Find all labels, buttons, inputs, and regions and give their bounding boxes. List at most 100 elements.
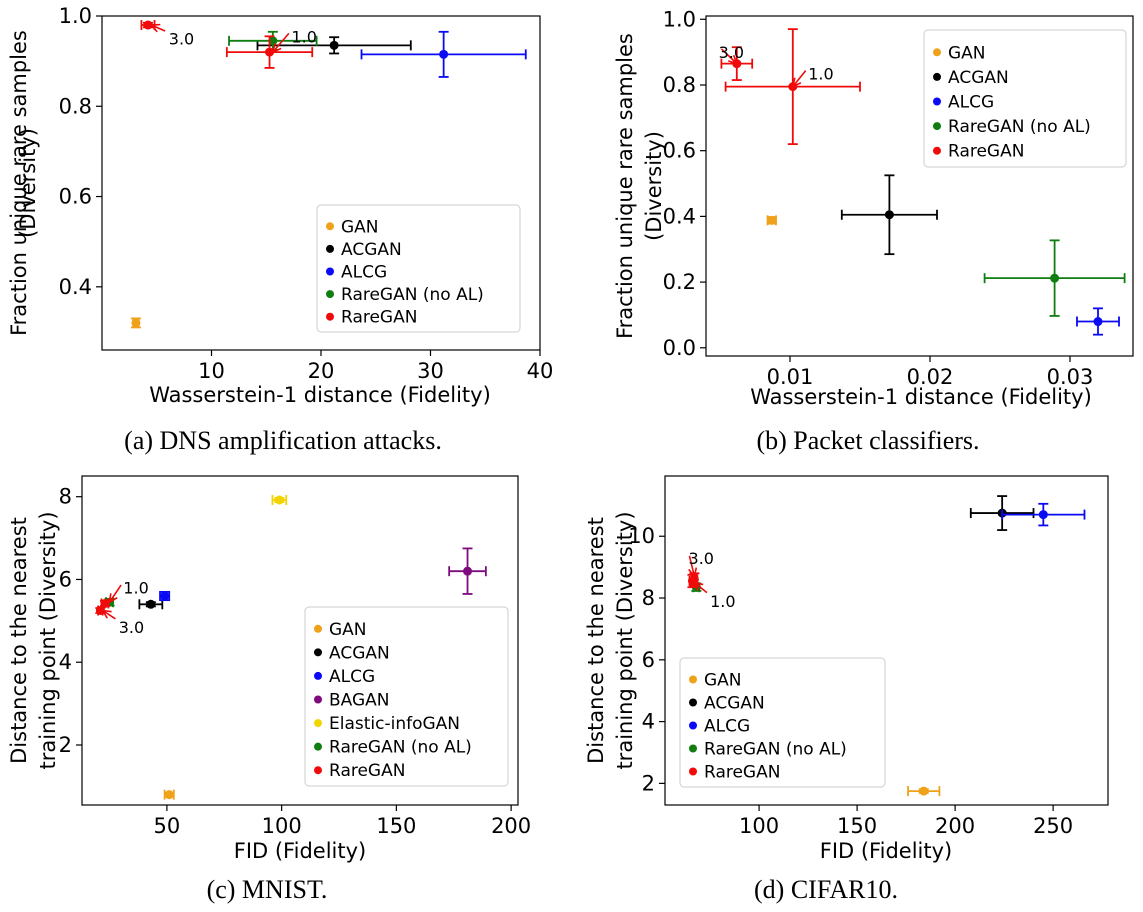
legend-entry: GAN (948, 43, 986, 63)
legend-marker (326, 312, 334, 321)
annotation: 1.0 (791, 64, 834, 89)
annotation-label: 1.0 (808, 64, 833, 83)
panel-a: 10 20 30 40 0.4 0.6 0.8 1.0 Wasserstein-1 distan… (7, 4, 553, 455)
legend-marker (933, 97, 941, 106)
marker (463, 566, 473, 576)
annotation-arrow (108, 584, 122, 603)
x-axis-label: FID (Fidelity) (234, 839, 366, 863)
panel-caption: (d) CIFAR10. (754, 875, 898, 904)
x-tick-label: 50 (154, 814, 181, 838)
axes-frame (705, 15, 1134, 357)
legend-marker (933, 48, 941, 57)
annotation: 3.0 (719, 43, 744, 65)
marker (131, 318, 141, 328)
legend: GAN ACGAN ALCG RareGAN (no AL) RareGAN (679, 657, 886, 788)
legend-entry: BAGAN (329, 691, 390, 711)
legend-marker (314, 624, 322, 633)
annotation-arrow (688, 555, 696, 577)
data-point (130, 317, 141, 329)
y-tick-label: 0.6 (59, 185, 92, 209)
x-tick-label: 150 (837, 814, 877, 838)
marker (146, 599, 156, 609)
data-point (1001, 502, 1086, 527)
legend-entry: RareGAN (704, 763, 780, 783)
x-axis-label: FID (Fidelity) (820, 839, 952, 863)
axes-frame (81, 475, 519, 806)
legend-marker (326, 222, 334, 231)
data-point (225, 35, 314, 69)
legend-marker (326, 290, 334, 299)
x-axis-label: Wasserstein-1 distance (Fidelity) (750, 385, 1092, 409)
marker (884, 210, 894, 220)
y-tick-label: 0.0 (663, 336, 696, 360)
annotation: 3.0 (101, 609, 144, 637)
marker (919, 786, 929, 796)
legend: GAN ACGAN ALCG BAGAN Elastic-infoGAN RareGAN … (304, 606, 509, 787)
panel-caption: (b) Packet classifiers. (756, 426, 979, 455)
annotation-arrow (150, 24, 166, 32)
y-tick-label: 4 (642, 710, 655, 734)
legend-marker (314, 719, 322, 728)
legend-entry: GAN (704, 671, 742, 691)
legend-entry: RareGAN (341, 308, 417, 328)
legend-marker (689, 744, 697, 753)
marker (95, 605, 105, 615)
x-tick-label: 100 (262, 814, 302, 838)
data-point (360, 30, 527, 78)
y-axis-label: (Diversity) (642, 131, 666, 241)
panel-b: 0.01 0.02 0.03 0.0 0.2 0.4 0.6 0.8 1.0 Wasserstei… (613, 7, 1134, 455)
legend-entry: RareGAN (no AL) (341, 285, 484, 305)
y-axis-label: Distance to the nearest (584, 517, 608, 764)
data-point (766, 215, 777, 226)
legend-marker (933, 72, 941, 81)
y-tick-label: 0.6 (663, 139, 696, 163)
y-tick-label: 10 (628, 524, 655, 548)
annotation-arrow (102, 609, 116, 620)
y-tick-label: 1.0 (663, 7, 696, 31)
legend-entry: GAN (329, 620, 367, 640)
data-point (228, 30, 318, 51)
data-point (271, 495, 288, 506)
legend-marker (314, 742, 322, 751)
data-point (159, 590, 171, 602)
legend-entry: ALCG (329, 667, 375, 687)
annotation-arrowhead (108, 593, 118, 604)
annotation-arrowhead (688, 567, 698, 579)
y-tick-label: 0.4 (663, 204, 696, 228)
panel-caption: (c) MNIST. (207, 875, 328, 904)
marker (268, 36, 278, 46)
y-axis-label: training point (Diversity) (36, 511, 60, 769)
marker (767, 215, 777, 225)
data-point (256, 36, 412, 55)
x-tick-label: 10 (198, 359, 225, 383)
legend-marker (326, 244, 334, 253)
x-tick-label: 200 (935, 814, 975, 838)
annotation-arrowhead (149, 23, 161, 33)
annotation-label: 3.0 (169, 30, 194, 49)
annotation: 3.0 (688, 549, 714, 579)
legend-entry: ACGAN (329, 643, 390, 663)
data-point (983, 239, 1126, 317)
x-tick-label: 100 (739, 814, 779, 838)
x-tick-label: 0.01 (767, 365, 814, 389)
legend-entry: ACGAN (948, 68, 1009, 88)
y-tick-label: 6 (59, 567, 72, 591)
annotation-label: 3.0 (689, 549, 714, 568)
legend-entry: RareGAN (no AL) (948, 117, 1091, 137)
x-tick-label: 0.03 (1047, 365, 1094, 389)
y-tick-label: 0.2 (663, 270, 696, 294)
y-tick-label: 2 (642, 771, 655, 795)
legend-entry: ACGAN (341, 240, 402, 260)
legend-marker (326, 267, 334, 276)
legend-marker (314, 766, 322, 775)
legend-entry: RareGAN (no AL) (704, 740, 847, 760)
x-tick-label: 40 (527, 359, 554, 383)
marker (1050, 273, 1060, 283)
data-point (138, 599, 164, 610)
legend-box (923, 29, 1127, 168)
y-axis-label: training point (Diversity) (613, 511, 637, 769)
legend-marker (689, 767, 697, 776)
marker (164, 790, 174, 800)
y-axis-label: Distance to the nearest (7, 517, 31, 764)
